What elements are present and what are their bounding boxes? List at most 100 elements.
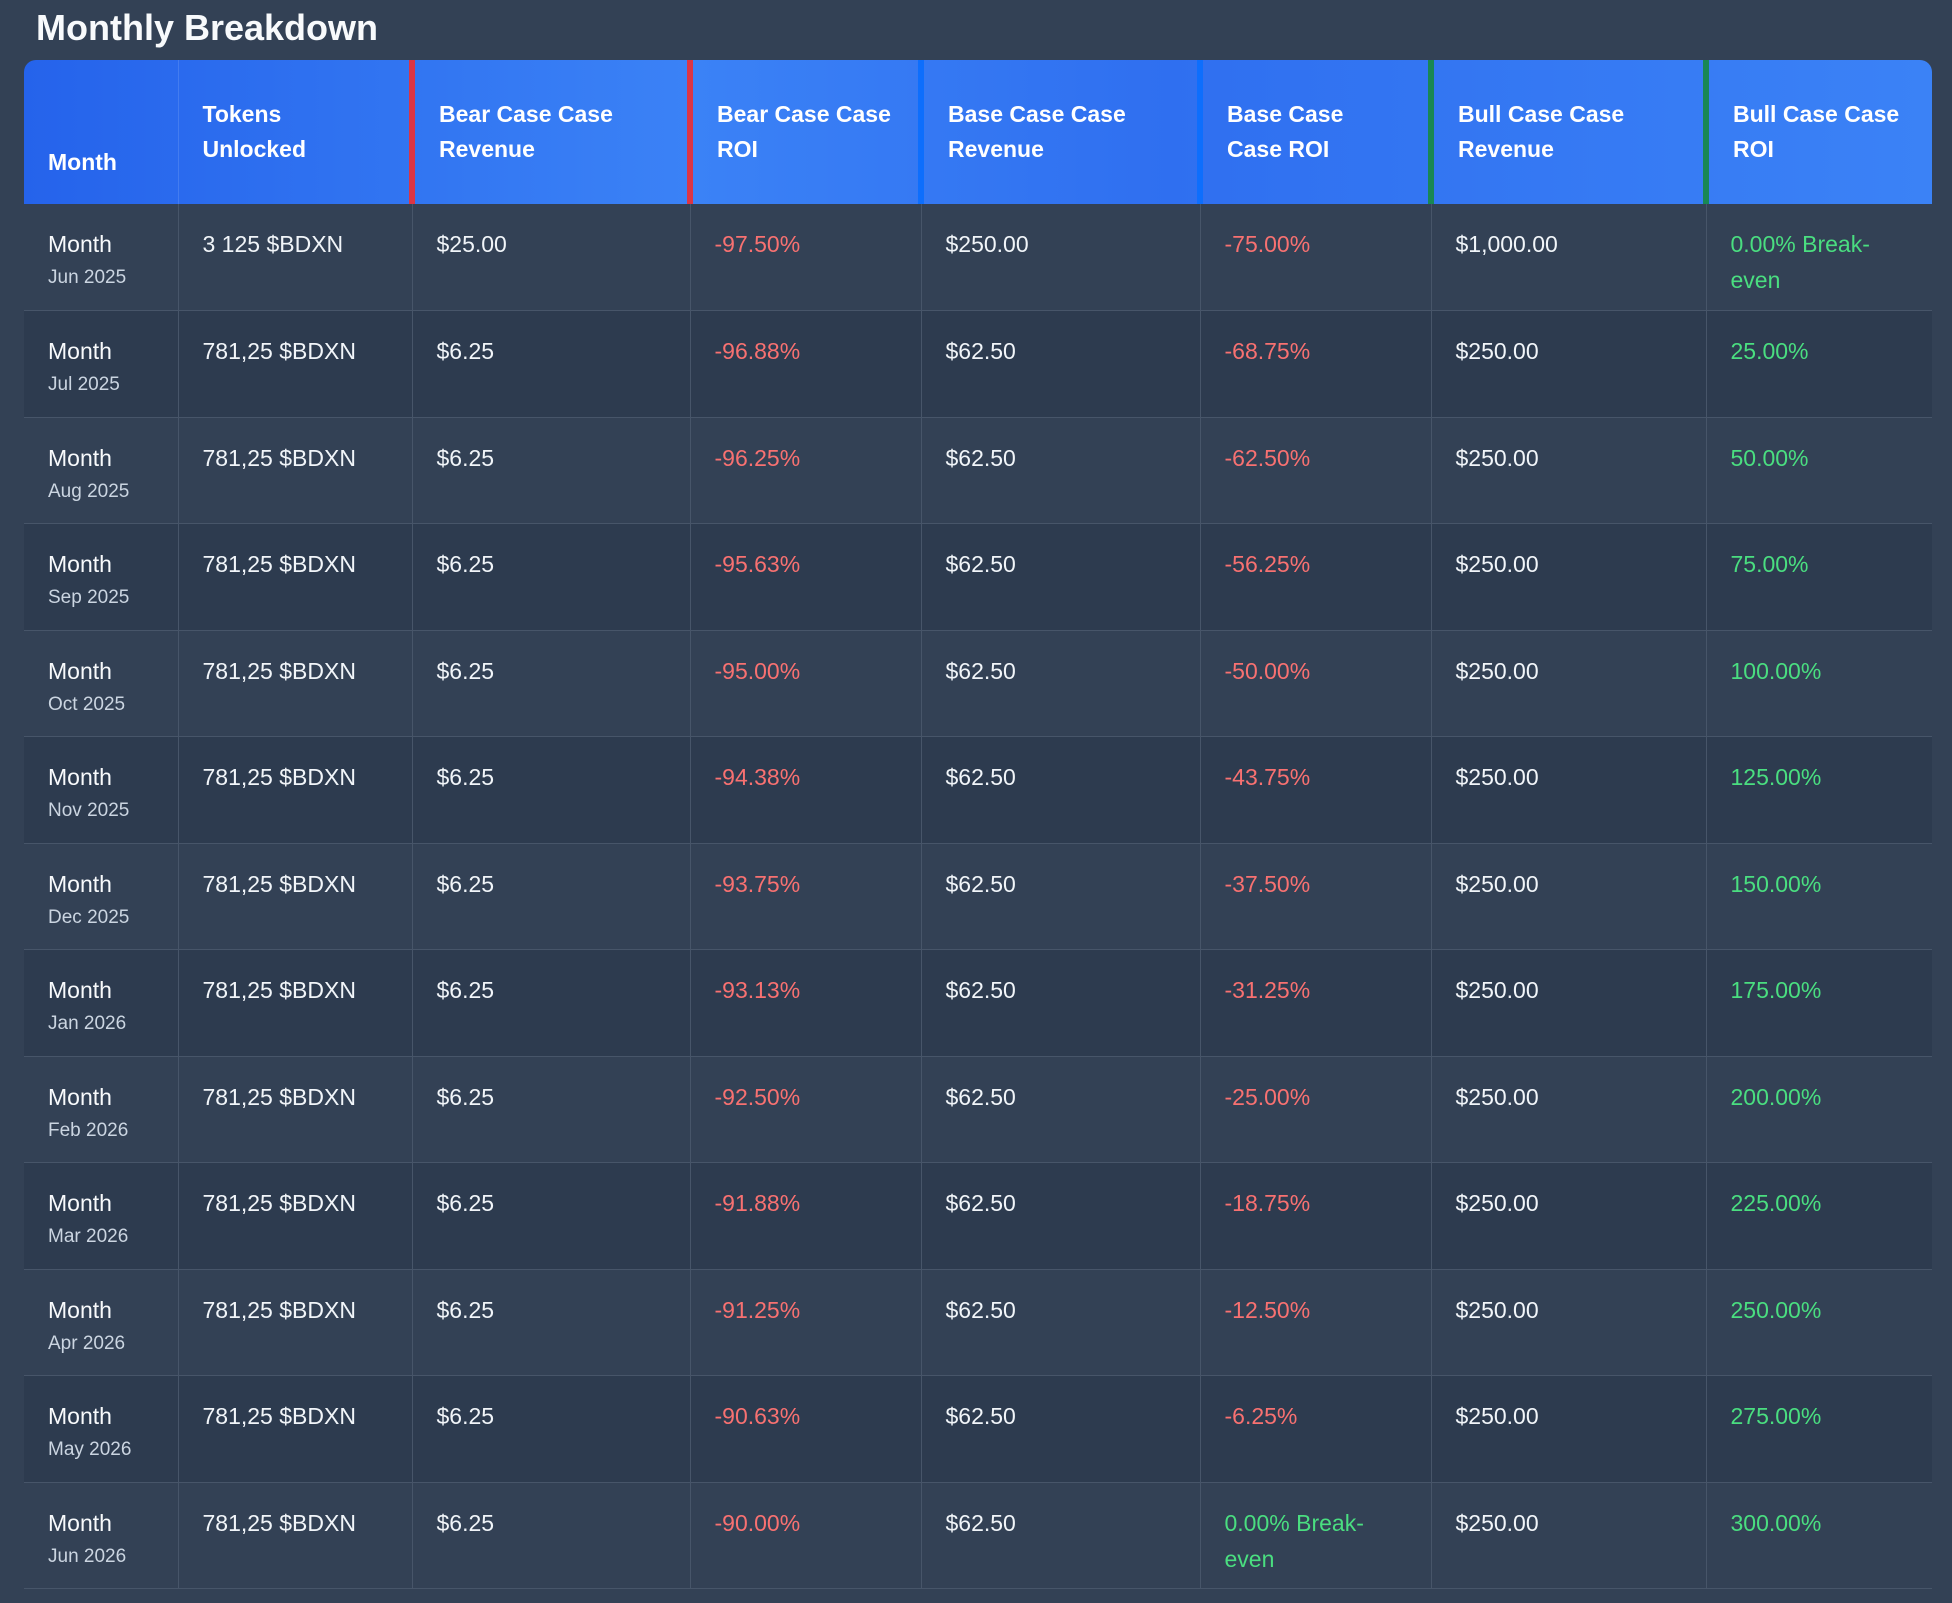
cell-bear-roi: -96.88% <box>690 310 922 418</box>
cell-bear-roi: -93.75% <box>690 843 922 950</box>
cell-bear-roi: -93.13% <box>690 949 922 1057</box>
month-date: May 2026 <box>48 1439 132 1460</box>
header-bull-revenue: Bull Case Case Revenue <box>1428 60 1707 204</box>
cell-base-revenue: $62.50 <box>921 1482 1201 1589</box>
month-label: Month <box>48 338 112 364</box>
month-date: Mar 2026 <box>48 1226 129 1247</box>
cell-base-roi: 0.00% Break-even <box>1200 1482 1432 1589</box>
cell-bull-revenue: $250.00 <box>1431 949 1707 1057</box>
cell-month: Month Jun 2025 <box>24 204 179 311</box>
header-month: Month <box>24 60 179 204</box>
cell-tokens-unlocked: 781,25 $BDXN <box>178 949 413 1057</box>
month-date: Dec 2025 <box>48 906 130 928</box>
cell-base-roi: -75.00% <box>1200 204 1432 311</box>
cell-tokens-unlocked: 781,25 $BDXN <box>178 310 413 418</box>
table-row: Month May 2026 781,25 $BDXN $6.25 -90.63% $62… <box>24 1375 1932 1483</box>
table-row: Month Feb 2026 781,25 $BDXN $6.25 -92.50% $62… <box>24 1056 1932 1163</box>
cell-bear-revenue: $6.25 <box>412 1269 691 1376</box>
monthly-breakdown-table: Month Tokens Unlocked Bear Case Case Rev… <box>24 60 1932 1589</box>
cell-base-revenue: $62.50 <box>921 417 1201 524</box>
cell-base-roi: -50.00% <box>1200 630 1432 737</box>
month-date: Jan 2026 <box>48 1013 127 1034</box>
cell-bull-revenue: $1,000.00 <box>1431 204 1707 311</box>
cell-bear-roi: -91.25% <box>690 1269 922 1376</box>
cell-tokens-unlocked: 781,25 $BDXN <box>178 1162 413 1270</box>
header-base-revenue: Base Case Case Revenue <box>918 60 1201 204</box>
cell-bear-roi: -92.50% <box>690 1056 922 1163</box>
table-row: Month Jun 2025 3 125 $BDXN $25.00 -97.50% $25… <box>24 204 1932 311</box>
month-label: Month <box>48 764 112 790</box>
cell-bull-roi: 200.00% <box>1706 1056 1932 1163</box>
table-row: Month Apr 2026 781,25 $BDXN $6.25 -91.25% $62… <box>24 1269 1932 1376</box>
cell-bull-roi: 100.00% <box>1706 630 1932 737</box>
table-row: Month Dec 2025 781,25 $BDXN $6.25 -93.75% $62… <box>24 843 1932 950</box>
cell-bear-roi: -90.00% <box>690 1482 922 1589</box>
cell-bear-revenue: $6.25 <box>412 1056 691 1163</box>
cell-base-roi: -56.25% <box>1200 523 1432 631</box>
cell-month: Month Feb 2026 <box>24 1056 179 1163</box>
cell-bear-roi: -96.25% <box>690 417 922 524</box>
cell-base-roi: -18.75% <box>1200 1162 1432 1270</box>
cell-bull-revenue: $250.00 <box>1431 310 1707 418</box>
month-date: Oct 2025 <box>48 693 126 715</box>
cell-bear-roi: -91.88% <box>690 1162 922 1270</box>
cell-bull-revenue: $250.00 <box>1431 1375 1707 1483</box>
cell-bull-revenue: $250.00 <box>1431 1162 1707 1270</box>
cell-bull-roi: 75.00% <box>1706 523 1932 631</box>
cell-bull-roi: 125.00% <box>1706 736 1932 844</box>
cell-base-revenue: $62.50 <box>921 523 1201 631</box>
cell-bull-roi: 0.00% Break-even <box>1706 204 1932 311</box>
cell-bull-revenue: $250.00 <box>1431 630 1707 737</box>
section-title: Monthly Breakdown <box>36 7 379 48</box>
month-date: Sep 2025 <box>48 587 130 608</box>
cell-base-revenue: $62.50 <box>921 1375 1201 1483</box>
cell-base-revenue: $62.50 <box>921 736 1201 844</box>
header-bear-revenue: Bear Case Case Revenue <box>409 60 691 204</box>
cell-month: Month Jan 2026 <box>24 949 179 1057</box>
table-row: Month Jan 2026 781,25 $BDXN $6.25 -93.13% $62… <box>24 949 1932 1057</box>
cell-bear-revenue: $6.25 <box>412 1375 691 1483</box>
cell-bull-roi: 25.00% <box>1706 310 1932 418</box>
month-date: Jun 2026 <box>48 1545 127 1567</box>
table-row: Month Jul 2025 781,25 $BDXN $6.25 -96.88% $62… <box>24 310 1932 418</box>
cell-bear-revenue: $25.00 <box>412 204 691 311</box>
month-label: Month <box>48 231 112 257</box>
cell-bear-roi: -94.38% <box>690 736 922 844</box>
cell-month: Month Nov 2025 <box>24 736 179 844</box>
cell-bull-revenue: $250.00 <box>1431 1482 1707 1589</box>
cell-base-revenue: $62.50 <box>921 630 1201 737</box>
cell-bull-revenue: $250.00 <box>1431 843 1707 950</box>
header-row: Month Tokens Unlocked Bear Case Case Rev… <box>24 60 1932 204</box>
cell-month: Month Aug 2025 <box>24 417 179 524</box>
cell-bull-roi: 275.00% <box>1706 1375 1932 1483</box>
cell-month: Month Apr 2026 <box>24 1269 179 1376</box>
month-label: Month <box>48 1083 112 1110</box>
table-row: Month Nov 2025 781,25 $BDXN $6.25 -94.38% $62… <box>24 736 1932 844</box>
month-label: Month <box>48 1403 112 1429</box>
month-date: Apr 2026 <box>48 1332 126 1354</box>
month-date: Nov 2025 <box>48 800 130 821</box>
cell-month: Month Jun 2026 <box>24 1482 179 1589</box>
cell-tokens-unlocked: 781,25 $BDXN <box>178 1482 413 1589</box>
cell-tokens-unlocked: 781,25 $BDXN <box>178 523 413 631</box>
cell-tokens-unlocked: 781,25 $BDXN <box>178 736 413 844</box>
cell-tokens-unlocked: 3 125 $BDXN <box>178 204 413 311</box>
cell-bear-revenue: $6.25 <box>412 630 691 737</box>
header-bull-roi: Bull Case Case ROI <box>1703 60 1932 204</box>
month-label: Month <box>48 977 112 1003</box>
cell-tokens-unlocked: 781,25 $BDXN <box>178 1056 413 1163</box>
cell-tokens-unlocked: 781,25 $BDXN <box>178 1375 413 1483</box>
cell-month: Month Jul 2025 <box>24 310 179 418</box>
month-date: Jun 2025 <box>48 267 127 288</box>
month-label: Month <box>48 657 112 684</box>
cell-tokens-unlocked: 781,25 $BDXN <box>178 843 413 950</box>
cell-base-revenue: $62.50 <box>921 949 1201 1057</box>
cell-base-revenue: $62.50 <box>921 1162 1201 1270</box>
cell-month: Month Sep 2025 <box>24 523 179 631</box>
header-tokens-unlocked: Tokens Unlocked <box>178 60 413 204</box>
month-date: Feb 2026 <box>48 1119 129 1141</box>
cell-base-revenue: $62.50 <box>921 1056 1201 1163</box>
table-row: Month Sep 2025 781,25 $BDXN $6.25 -95.63% $62… <box>24 523 1932 631</box>
cell-tokens-unlocked: 781,25 $BDXN <box>178 1269 413 1376</box>
cell-bear-revenue: $6.25 <box>412 843 691 950</box>
